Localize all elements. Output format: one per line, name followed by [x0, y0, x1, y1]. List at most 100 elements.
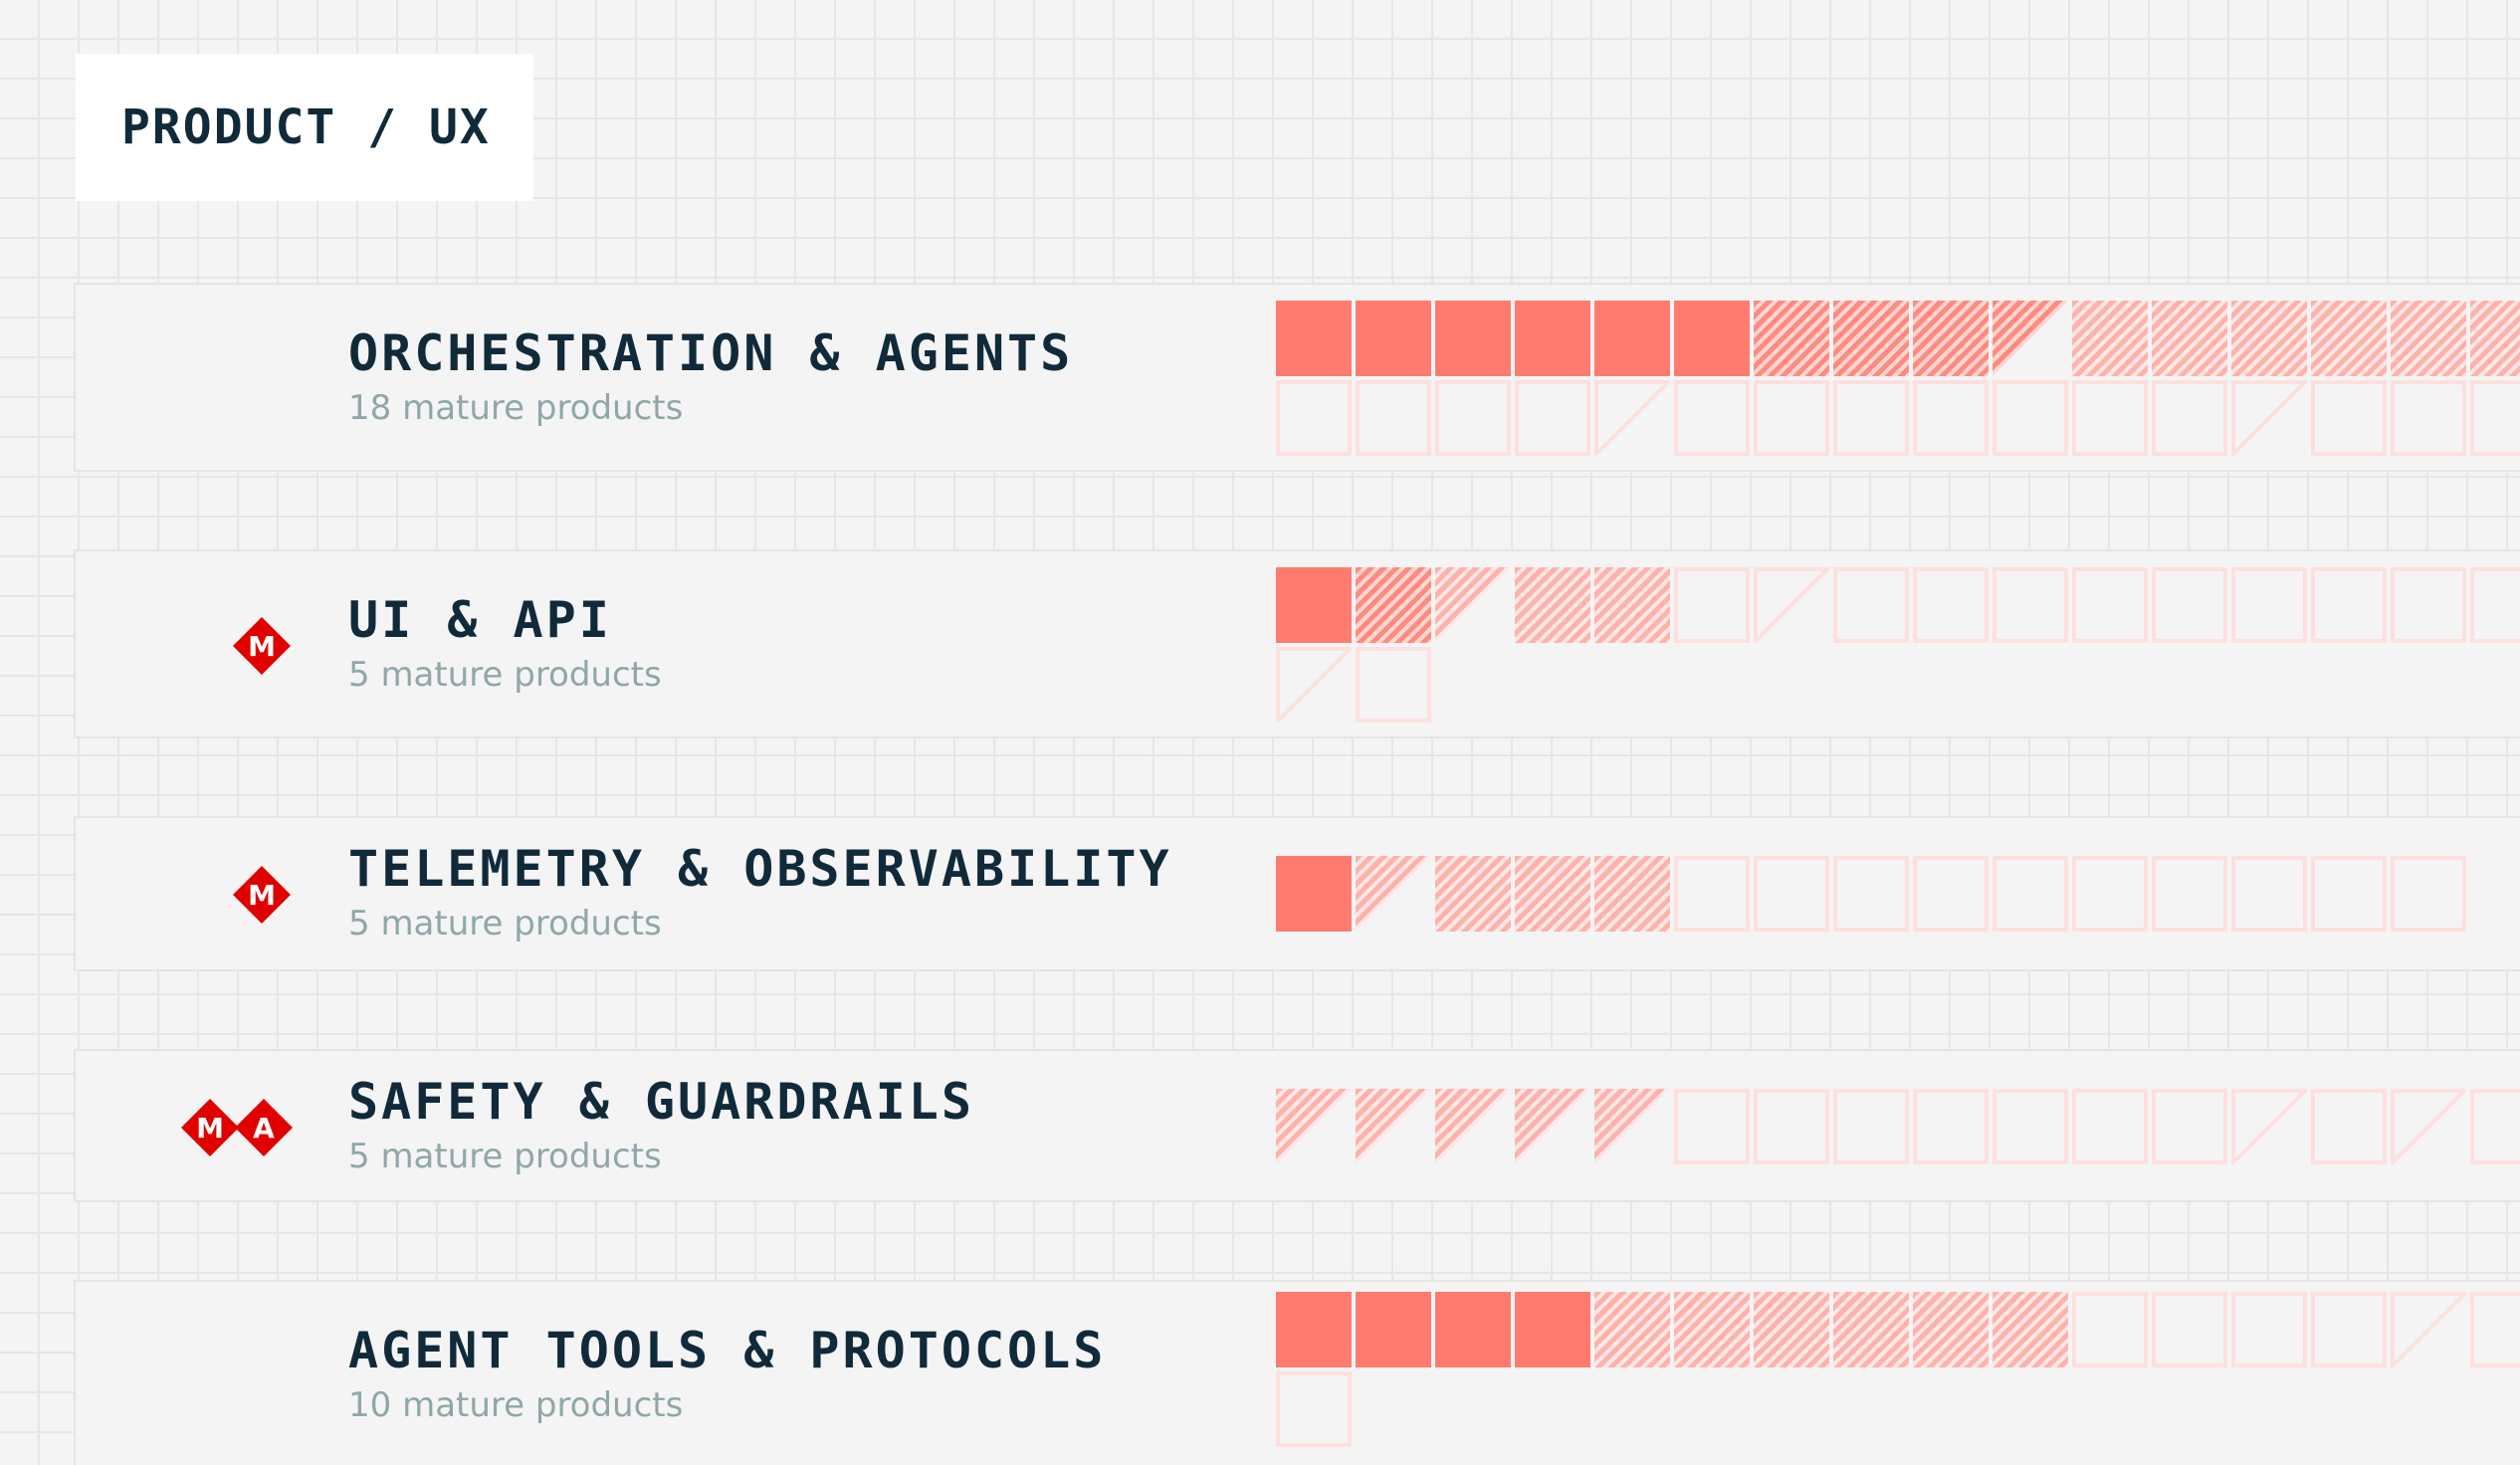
- cell-empty: [2311, 1089, 2387, 1164]
- cell-empty: [1833, 1089, 1909, 1164]
- row-subtitle: 5 mature products: [348, 904, 662, 943]
- section-title: PRODUCT / UX: [121, 100, 491, 155]
- cell-mature: [1435, 301, 1511, 376]
- cell-empty: [1913, 856, 1989, 932]
- cell-partial: [1276, 647, 1352, 723]
- cell-partial: [1754, 567, 1829, 643]
- cell-empty: [1276, 380, 1352, 456]
- badge-m-icon: M: [181, 1099, 239, 1156]
- cell-mature: [1674, 301, 1750, 376]
- cell-early: [1515, 856, 1590, 932]
- category-row-ui-api[interactable]: M UI & API 5 mature products: [74, 549, 2520, 738]
- category-row-telemetry[interactable]: M TELEMETRY & OBSERVABILITY 5 mature pro…: [74, 816, 2520, 971]
- cell-empty: [1276, 1371, 1352, 1447]
- cell-mature: [1356, 301, 1431, 376]
- cell-empty: [1435, 380, 1511, 456]
- cell-partial: [1594, 380, 1670, 456]
- cell-mature: [1276, 301, 1352, 376]
- cell-mature: [1356, 1292, 1431, 1367]
- cell-empty: [2391, 380, 2466, 456]
- cell-early: [1515, 1089, 1590, 1164]
- cell-empty: [1993, 380, 2068, 456]
- cell-empty: [2072, 1292, 2148, 1367]
- cell-empty: [2072, 856, 2148, 932]
- cell-early: [1435, 1089, 1511, 1164]
- cell-mature: [1435, 1292, 1511, 1367]
- cell-early: [1993, 1292, 2068, 1367]
- badge-m-icon: M: [233, 617, 291, 675]
- cell-emerging: [1356, 567, 1431, 643]
- cell-partial: [2391, 1292, 2466, 1367]
- cell-empty: [1674, 567, 1750, 643]
- cell-empty: [2231, 856, 2307, 932]
- maturity-grid: [1276, 856, 2520, 936]
- maturity-grid: [1276, 1292, 2520, 1461]
- cell-empty: [1833, 567, 1909, 643]
- row-title: SAFETY & GUARDRAILS: [348, 1073, 974, 1131]
- cell-empty: [2072, 567, 2148, 643]
- cell-empty: [1913, 1089, 1989, 1164]
- row-subtitle: 5 mature products: [348, 655, 662, 695]
- cell-early: [2152, 301, 2227, 376]
- cell-early: [1356, 856, 1431, 932]
- cell-partial: [2231, 1089, 2307, 1164]
- cell-emerging: [1913, 301, 1989, 376]
- cell-empty: [2072, 1089, 2148, 1164]
- cell-empty: [1515, 380, 1590, 456]
- cell-mature: [1276, 1292, 1352, 1367]
- cell-early: [1594, 1292, 1670, 1367]
- cell-early: [2470, 301, 2520, 376]
- badge-group: M: [231, 864, 293, 926]
- cell-empty: [2152, 567, 2227, 643]
- svg-text:M: M: [248, 879, 276, 912]
- cell-mature: [1594, 301, 1670, 376]
- cell-empty: [1754, 380, 1829, 456]
- cell-partial: [2391, 1089, 2466, 1164]
- cell-early: [1594, 856, 1670, 932]
- cell-empty: [1754, 856, 1829, 932]
- cell-empty: [2152, 856, 2227, 932]
- cell-early: [1674, 1292, 1750, 1367]
- cell-mature: [1515, 301, 1590, 376]
- cell-early: [2311, 301, 2387, 376]
- cell-empty: [1674, 1089, 1750, 1164]
- row-title: UI & API: [348, 591, 612, 649]
- cell-mature: [1276, 567, 1352, 643]
- cell-empty: [2470, 1089, 2520, 1164]
- row-title: AGENT TOOLS & PROTOCOLS: [348, 1322, 1107, 1379]
- cell-early: [1913, 1292, 1989, 1367]
- cell-empty: [2072, 380, 2148, 456]
- maturity-grid: [1276, 567, 2520, 727]
- cell-empty: [1356, 380, 1431, 456]
- cell-empty: [2231, 1292, 2307, 1367]
- cell-mature: [1515, 1292, 1590, 1367]
- row-subtitle: 5 mature products: [348, 1137, 662, 1176]
- cell-early: [2072, 301, 2148, 376]
- cell-empty: [1674, 380, 1750, 456]
- category-row-orchestration[interactable]: ORCHESTRATION & AGENTS 18 mature product…: [74, 283, 2520, 472]
- cell-empty: [2152, 380, 2227, 456]
- cell-empty: [1913, 380, 1989, 456]
- cell-empty: [1833, 380, 1909, 456]
- row-title: TELEMETRY & OBSERVABILITY: [348, 840, 1172, 898]
- cell-early: [2391, 301, 2466, 376]
- svg-text:M: M: [196, 1112, 224, 1145]
- cell-empty: [1833, 856, 1909, 932]
- cell-empty: [2391, 856, 2466, 932]
- badge-group: M: [231, 615, 293, 677]
- cell-empty: [2391, 567, 2466, 643]
- cell-empty: [1754, 1089, 1829, 1164]
- cell-partial: [2231, 380, 2307, 456]
- cell-emerging: [1754, 301, 1829, 376]
- cell-empty: [1993, 567, 2068, 643]
- badge-a-icon: A: [235, 1099, 293, 1156]
- category-row-agent-tools[interactable]: AGENT TOOLS & PROTOCOLS 10 mature produc…: [74, 1280, 2520, 1465]
- cell-early: [2231, 301, 2307, 376]
- cell-empty: [2311, 856, 2387, 932]
- cell-empty: [1913, 567, 1989, 643]
- cell-early: [1594, 567, 1670, 643]
- cell-early: [1435, 856, 1511, 932]
- maturity-grid: [1276, 1089, 2520, 1168]
